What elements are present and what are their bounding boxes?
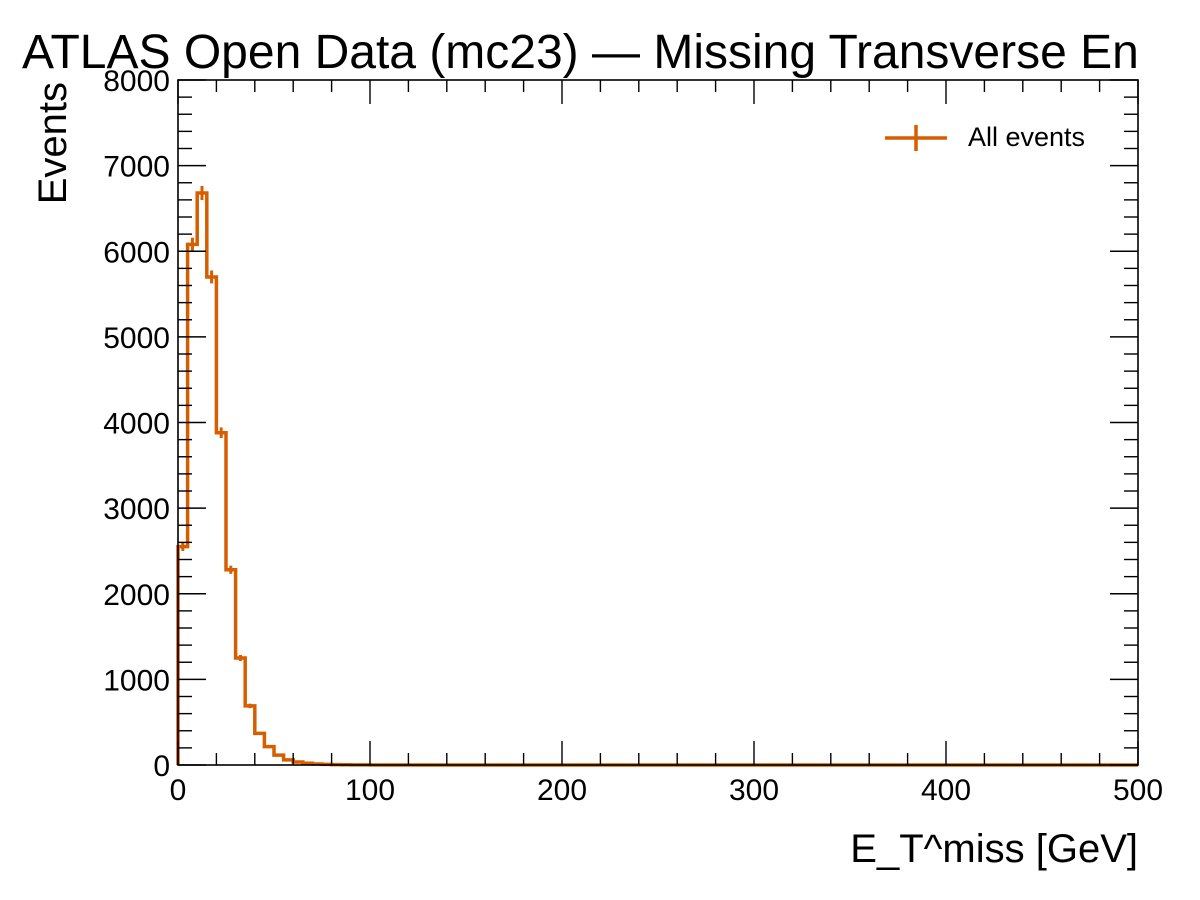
x-tick-label: 0 <box>170 774 187 807</box>
y-tick-label: 7000 <box>103 151 170 184</box>
histogram-layer <box>176 186 1138 767</box>
tick-labels-layer: 0 100 200 300 400 500010002000300040005000600… <box>103 65 1163 807</box>
x-axis-title: E_T^miss [GeV] <box>850 827 1138 871</box>
ticks-layer <box>177 79 1139 766</box>
y-tick-label: 3000 <box>103 493 170 526</box>
x-tick-label: 200 <box>537 774 587 807</box>
y-tick-label: 6000 <box>103 236 170 269</box>
y-tick-label: 1000 <box>103 664 170 697</box>
x-tick-label: 100 <box>345 774 395 807</box>
y-tick-label: 5000 <box>103 322 170 355</box>
chart-title: ATLAS Open Data (mc23) — Missing Transve… <box>22 26 1139 79</box>
histogram-series-0 <box>176 191 1138 767</box>
legend-label-all-events: All events <box>968 122 1085 152</box>
y-tick-label: 0 <box>153 750 170 783</box>
legend: All events <box>885 122 1085 152</box>
plot-frame <box>177 79 1139 766</box>
x-tick-label: 300 <box>729 774 779 807</box>
x-tick-label: 500 <box>1113 774 1163 807</box>
x-tick-label: 400 <box>921 774 971 807</box>
y-tick-label: 4000 <box>103 408 170 441</box>
y-tick-label: 2000 <box>103 579 170 612</box>
y-axis-title: Events <box>31 82 75 204</box>
y-tick-label: 8000 <box>103 65 170 98</box>
